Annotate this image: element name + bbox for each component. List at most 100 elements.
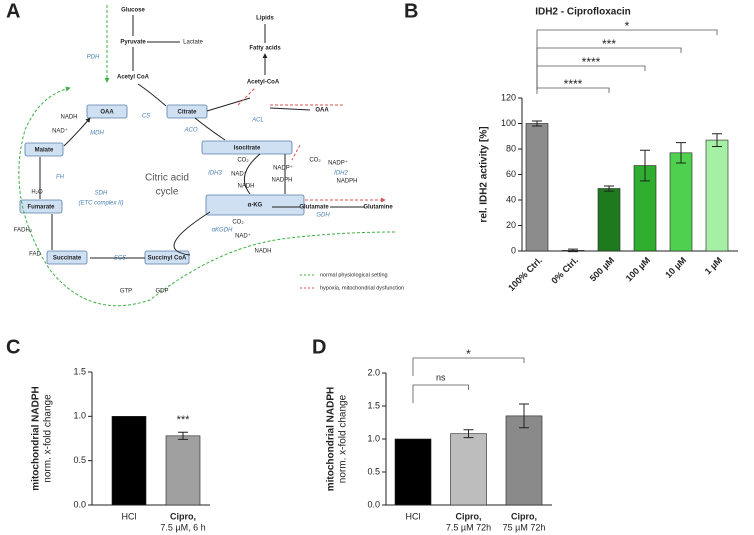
y-tick-label: 120 <box>501 92 516 102</box>
y-tick-label: 0.5 <box>367 466 380 476</box>
arrow <box>237 87 385 200</box>
significance-bracket <box>412 384 469 403</box>
y-tick-label: 0.0 <box>367 499 380 509</box>
x-tick-label: 0% Ctrl. <box>549 255 580 286</box>
y-tick-label: 1.5 <box>367 400 380 410</box>
y-axis-label: norm. x-fold change <box>338 394 349 483</box>
diagram-label: IDH3 <box>208 171 222 177</box>
diagram-label: Malate <box>35 148 54 154</box>
diagram-label: Pyruvate <box>120 40 146 46</box>
y-axis-label: rel. IDH2 activity [%] <box>479 126 490 222</box>
x-tick-label: 1 µM <box>703 255 724 276</box>
y-tick-label: 60 <box>506 169 516 179</box>
significance-label: *** <box>177 414 191 426</box>
diagram-label: Citrate <box>177 110 197 116</box>
diagram-label: CO₂ <box>309 158 321 164</box>
significance-label: * <box>466 347 471 361</box>
bar <box>450 433 487 506</box>
diagram-label: SCS <box>114 256 126 262</box>
y-tick-label: 2.0 <box>367 367 380 377</box>
panel-label: D <box>312 336 326 358</box>
diagram-label: Acetyl-CoA <box>247 80 280 86</box>
diagram-label: NADH <box>60 115 77 121</box>
significance-label: * <box>625 19 630 33</box>
diagram-label: GTP <box>120 289 132 295</box>
arrow <box>132 15 265 75</box>
diagram-label: GDP <box>155 289 168 295</box>
diagram-label: Glutamate <box>299 205 329 211</box>
error-bar <box>463 429 474 439</box>
diagram-label: Fatty acids <box>249 46 281 52</box>
diagram-label: MDH <box>90 131 104 137</box>
x-tick-label: Cipro, <box>456 511 482 521</box>
error-bar <box>640 149 650 182</box>
error-bar <box>712 133 722 147</box>
diagram-label: Isocitrate <box>234 146 261 152</box>
x-tick-label: 100 µM <box>624 255 652 283</box>
diagram-label: normal physiological setting <box>320 272 388 278</box>
bar <box>394 438 432 506</box>
y-tick-label: 0.0 <box>73 499 86 509</box>
diagram-label: H₂O <box>31 190 43 196</box>
diagram-label: NADH <box>254 249 271 255</box>
y-tick-label: 0 <box>511 245 516 255</box>
y-tick-label: 1.0 <box>73 411 86 421</box>
significance-label: ns <box>436 372 446 382</box>
diagram-label: IDH2 <box>334 171 348 177</box>
arrow <box>18 86 396 307</box>
diagram-label: OAA <box>100 110 114 116</box>
bar <box>525 123 549 252</box>
diagram-label: Succinate <box>53 256 82 262</box>
significance-label: *** <box>602 37 616 51</box>
y-tick-label: 20 <box>506 220 516 230</box>
bar <box>505 415 543 506</box>
y-axis-label: mitochondrial NADPH <box>31 386 42 490</box>
chart-title: IDH2 - Ciprofloxacin <box>535 7 631 18</box>
diagram-label: OAA <box>315 108 329 114</box>
y-tick-label: 1.0 <box>367 433 380 443</box>
x-tick-label: 500 µM <box>588 255 616 283</box>
diagram-label: NADP⁺ <box>273 165 293 172</box>
error-bar <box>178 431 188 440</box>
panel-label: A <box>6 0 20 22</box>
diagram-label: Glucose <box>121 8 145 14</box>
error-bar <box>519 403 529 429</box>
diagram-label: NADH <box>237 184 254 190</box>
diagram-label: FAD <box>29 252 41 258</box>
x-tick-label: HCl <box>406 511 421 521</box>
diagram-label: FADH₂ <box>14 228 33 234</box>
diagram-label: hypoxia, mitochondrial dysfunction <box>320 285 404 291</box>
diagram-label: CO₂ <box>232 220 244 226</box>
diagram-label: Lactate <box>183 40 203 46</box>
error-bar <box>676 142 686 164</box>
panel-label: B <box>404 0 418 22</box>
diagram-label: GDH <box>316 213 330 219</box>
significance-bracket <box>536 65 646 90</box>
box <box>24 142 64 157</box>
panel-label: C <box>6 336 20 358</box>
box <box>19 199 63 214</box>
y-axis-label: norm. x-fold change <box>43 394 54 483</box>
diagram-label: NAD⁺ <box>231 171 247 178</box>
significance-bracket <box>536 47 682 90</box>
error-bar <box>532 120 542 127</box>
diagram-label: Acetyl CoA <box>117 75 150 81</box>
y-axis-label: mitochondrial NADPH <box>326 387 337 491</box>
x-tick-label: Cipro, <box>170 511 196 521</box>
x-tick-sublabel: 7.5 µM 72h <box>446 522 491 532</box>
y-tick-label: 1.5 <box>73 366 86 376</box>
diagram-label: Fumarate <box>27 205 55 211</box>
diagram-label: Succinyl CoA <box>148 256 187 262</box>
diagram-label: NADP⁺ <box>328 160 348 167</box>
box <box>205 194 305 216</box>
arrow <box>39 83 365 259</box>
x-tick-sublabel: 75 µM 72h <box>503 522 546 532</box>
box <box>201 140 293 155</box>
box <box>166 104 208 119</box>
bar <box>165 435 201 506</box>
diagram-label: PDH <box>87 55 100 61</box>
box <box>86 104 128 119</box>
diagram-label: NAD⁺ <box>235 233 251 240</box>
x-tick-label: 10 µM <box>663 255 688 280</box>
